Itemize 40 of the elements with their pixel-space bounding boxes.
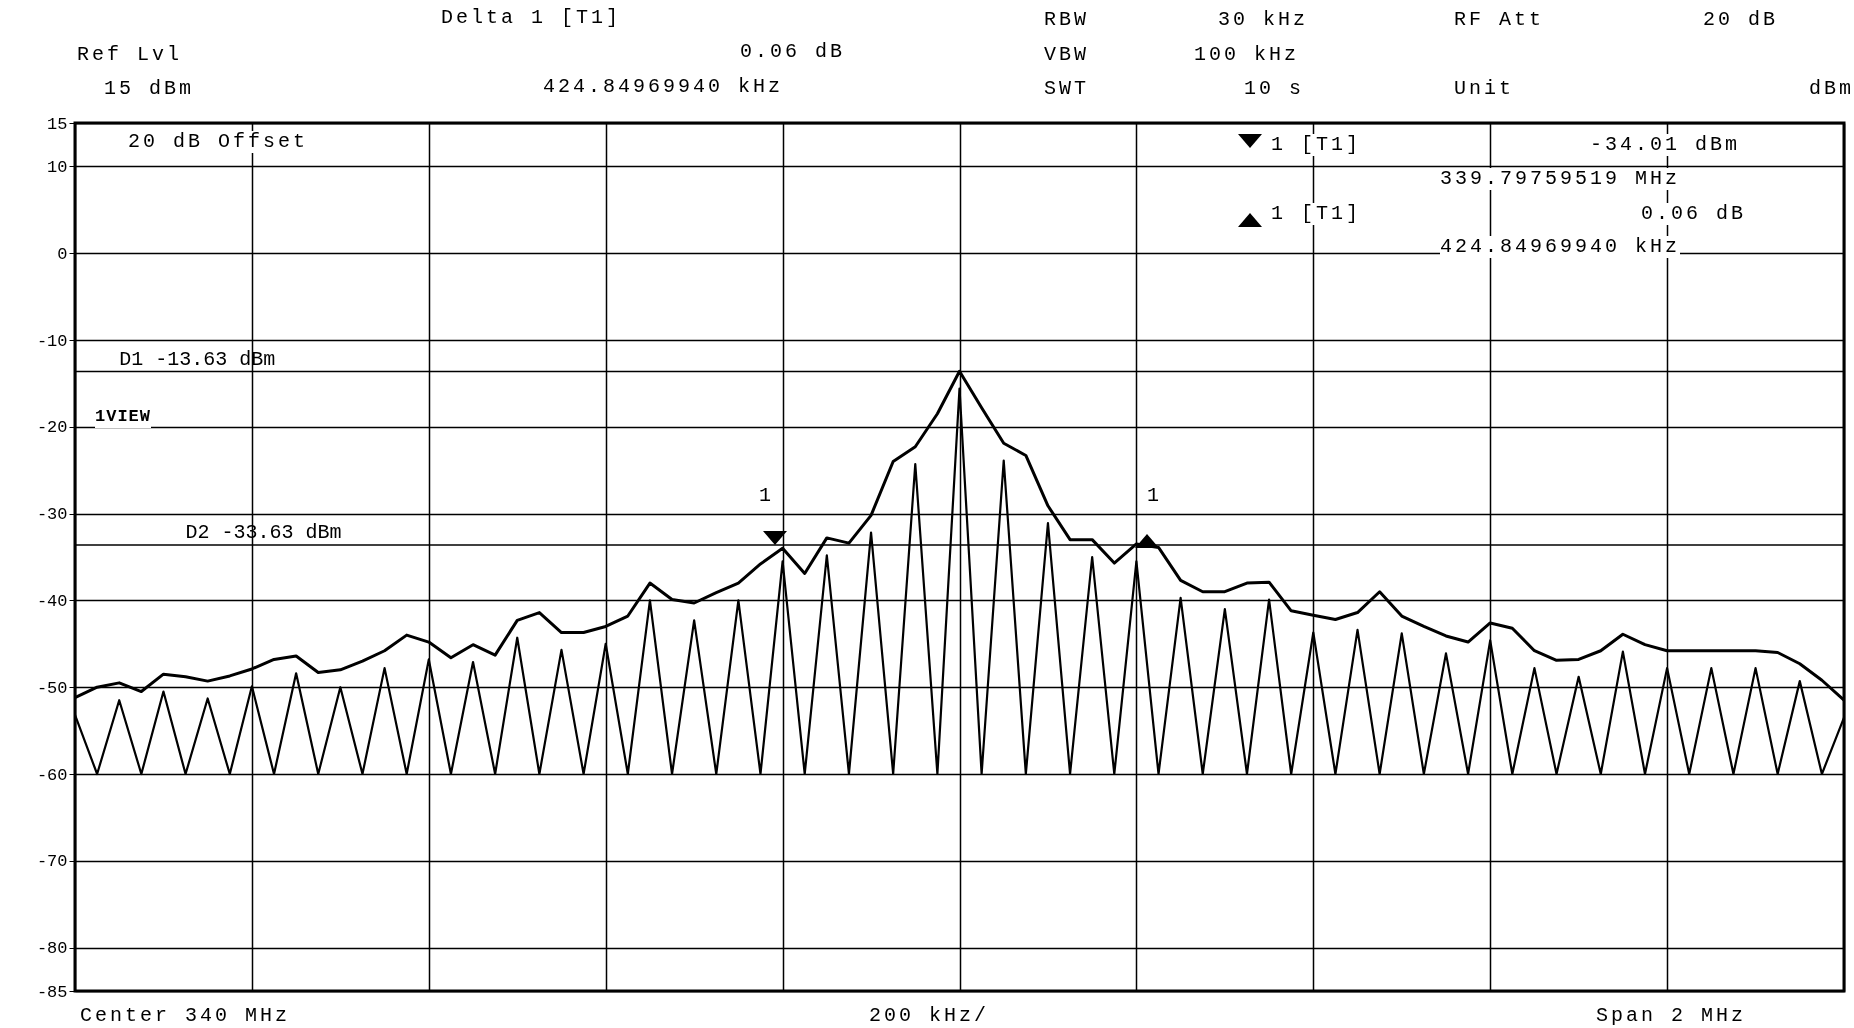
y-tick-label: -50 (36, 678, 68, 698)
y-tick-label: 0 (57, 244, 68, 264)
text: RF Att (1454, 8, 1545, 31)
y-tick-label: -10 (36, 331, 68, 351)
y-tick-label: -20 (36, 418, 68, 438)
annotation: -34.01 dBm (1590, 133, 1741, 156)
annotation: 1 [T1] (1271, 133, 1362, 156)
y-tick-label: -85 (36, 982, 68, 1002)
y-tick-label: -80 (36, 939, 68, 959)
text: 0.06 dB (740, 40, 846, 63)
annotation: 1 (1147, 484, 1160, 507)
text: RBW (1044, 8, 1090, 31)
text: Ref Lvl (77, 43, 183, 66)
text: 15 dBm (104, 77, 195, 100)
text: Unit (1454, 77, 1515, 100)
annotation: 1 (759, 484, 772, 507)
text: 30 kHz (1218, 8, 1309, 31)
annotation: 1VIEW (95, 406, 152, 428)
annotation: 0.06 dB (1641, 202, 1747, 225)
text: dBm (1809, 77, 1854, 100)
annotation: 424.84969940 kHz (1440, 235, 1681, 258)
annotation: 1 [T1] (1271, 202, 1362, 225)
y-tick-label: -40 (36, 591, 68, 611)
text: SWT (1044, 77, 1090, 100)
text: 100 kHz (1194, 43, 1300, 66)
text: 20 dB (1703, 8, 1779, 31)
text: 200 kHz/ (869, 1004, 990, 1027)
text: Center 340 MHz (80, 1004, 291, 1027)
y-tick-label: -60 (36, 765, 68, 785)
y-tick-label: 10 (47, 157, 68, 177)
text: VBW (1044, 43, 1090, 66)
annotation: 339.79759519 MHz (1440, 167, 1681, 190)
text: Delta 1 [T1] (441, 6, 622, 29)
text: 10 s (1244, 77, 1305, 100)
annotation: 20 dB Offset (128, 130, 309, 153)
y-tick-label: -70 (36, 852, 68, 872)
y-tick-label: -30 (36, 505, 68, 525)
text: 424.84969940 kHz (543, 75, 784, 98)
y-tick-label: 15 (47, 114, 68, 134)
text: Span 2 MHz (1596, 1004, 1747, 1027)
